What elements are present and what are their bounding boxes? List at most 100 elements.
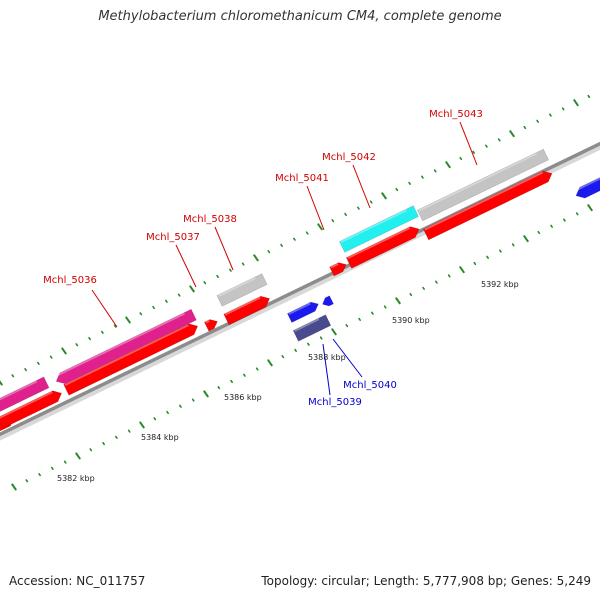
gene-bar-red-edge (63, 323, 199, 396)
gene-bar-magenta-highlight (54, 312, 185, 378)
lower-tick (243, 373, 246, 377)
lower-tick (587, 204, 593, 212)
lower-tick (575, 212, 579, 216)
lower-tick (435, 280, 438, 284)
gene-bar-red-highlight (0, 391, 53, 419)
leader-line (332, 338, 363, 378)
gene-bar-red-highlight (224, 296, 261, 316)
gene-bar-red-edge (329, 262, 347, 277)
gene-label: Mchl_5037 (146, 232, 200, 243)
gene-bar-red-body (0, 390, 62, 429)
lower-tick (294, 348, 297, 353)
leader-line (322, 343, 331, 396)
lower-tick (38, 472, 41, 477)
upper-tick (216, 274, 219, 279)
gene-bar-red (203, 319, 218, 332)
gene-bar-navy-edge (292, 314, 332, 342)
gene-bar-red-body (204, 319, 218, 332)
lower-tick (25, 479, 29, 483)
upper-tick (357, 206, 360, 210)
upper-tick (369, 200, 373, 204)
gene-bar-blue-highlight (288, 302, 311, 315)
gene-bar-magenta (0, 376, 50, 412)
lower-tick (563, 218, 566, 222)
lower-tick (345, 323, 349, 328)
scale-label: 5384 kbp (141, 433, 179, 442)
leader-line (91, 289, 118, 328)
lower-tick (127, 429, 131, 433)
upper-tick (509, 130, 515, 138)
gene-bar-red-body (329, 262, 347, 276)
upper-tick (280, 243, 283, 248)
gene-bar-red-highlight (330, 263, 339, 269)
gene-bar-gray-body (417, 149, 549, 221)
lower-tick (358, 317, 361, 321)
upper-tick (203, 281, 207, 285)
gene-bar-navy-highlight (294, 318, 320, 332)
leader-line (214, 226, 234, 271)
lower-tick (75, 452, 81, 460)
lower-tick (166, 410, 169, 415)
lower-tick (179, 404, 182, 408)
gene-bar-red-body (63, 323, 198, 396)
gene-bar-red-edge (223, 295, 271, 326)
upper-tick (445, 161, 451, 169)
leader-line (459, 121, 478, 166)
lower-tick (11, 483, 17, 491)
lower-tick (486, 255, 489, 259)
lower-tick (267, 359, 273, 367)
gene-bar-blue (574, 177, 600, 199)
lower-tick (89, 448, 93, 452)
upper-tick (408, 181, 411, 185)
upper-tick (101, 330, 104, 334)
upper-tick (523, 125, 527, 130)
lower-tick (523, 235, 529, 243)
lower-tick (409, 292, 413, 297)
lower-tick (139, 421, 145, 429)
lower-tick (331, 328, 337, 336)
gene-bar-red (345, 226, 420, 269)
upper-tick (267, 250, 271, 254)
label-leader-lines (91, 121, 478, 396)
accession-text: Accession: NC_011757 (9, 574, 146, 588)
leader-line (352, 164, 371, 209)
lower-tick (447, 274, 451, 278)
gene-label: Mchl_5041 (275, 173, 329, 184)
upper-tick (536, 119, 539, 123)
gene-bar-red (329, 262, 347, 277)
gene-bar-red-edge (345, 226, 420, 269)
upper-tick (152, 305, 155, 310)
gene-bar-cyan-body (339, 205, 419, 253)
gene-bar-magenta (54, 308, 197, 385)
gene-bar-blue-body (322, 295, 334, 306)
upper-tick (395, 187, 399, 192)
lower-tick (499, 249, 502, 253)
lower-tick (102, 441, 105, 446)
upper-tick (331, 218, 335, 223)
upper-tick (344, 212, 347, 216)
gene-bar-blue-edge (286, 301, 319, 323)
upper-tick (561, 107, 565, 111)
gene-bar-magenta-body (0, 376, 49, 412)
upper-tick (165, 299, 168, 303)
lower-tick (422, 286, 425, 290)
gene-bar-red (63, 323, 199, 396)
lower-tick (230, 379, 233, 384)
gene-bar-blue (286, 301, 319, 323)
gene-bar-gray-body (216, 273, 268, 307)
lower-tick (459, 266, 465, 274)
gene-bar-red-highlight (424, 171, 544, 231)
genome-summary-text: Topology: circular; Length: 5,777,908 bp… (261, 574, 591, 588)
lower-tick (511, 243, 515, 247)
upper-tick (24, 367, 27, 372)
upper-tick (139, 312, 143, 316)
map-title: Methylobacterium chloromethanicum CM4, c… (98, 9, 502, 24)
upper-tick (61, 347, 67, 355)
lower-tick (153, 417, 157, 421)
scale-labels: 5382 kbp 5384 kbp 5386 kbp 5388 kbp 5390 kbp… (57, 280, 519, 483)
upper-tick (189, 285, 195, 293)
gene-bar-cyan-edge (339, 205, 419, 253)
lower-tick (473, 261, 477, 266)
gene-bar-navy-body (293, 314, 331, 342)
